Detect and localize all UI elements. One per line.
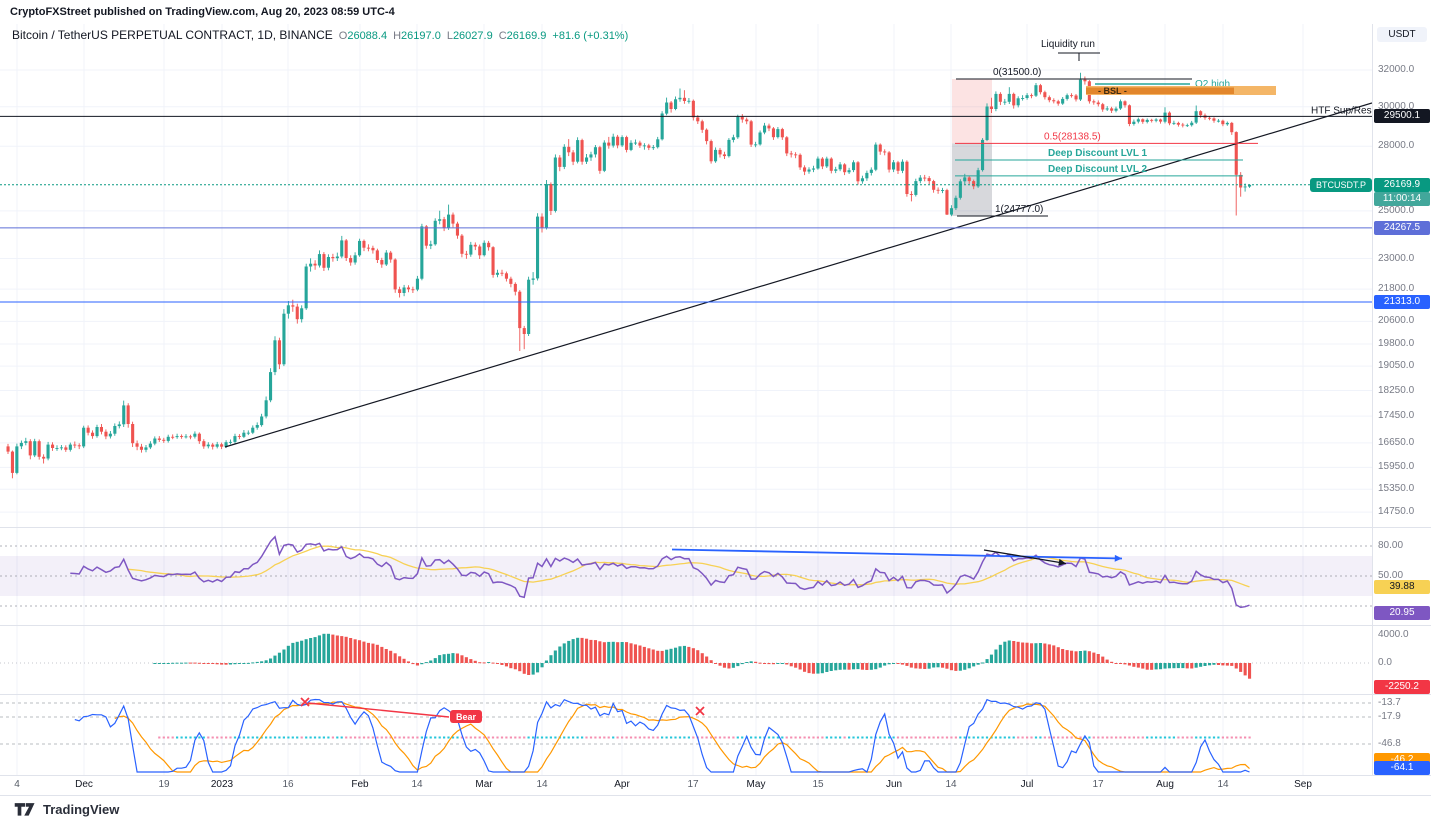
svg-text:Deep Discount LVL 1: Deep Discount LVL 1 [1048,148,1148,159]
axis-label: -13.7 [1378,697,1401,708]
axis-label: 15950.0 [1378,461,1415,473]
axis-price-tag: 11:00:14 [1374,191,1430,206]
time-axis-label: 14 [536,779,548,790]
price-axis[interactable]: USDT 32000.0 30000.0 28000.0 25000.0 23000.0 2… [1372,24,1431,775]
candlestick-series [6,72,1252,479]
axis-label: 50.00 [1378,570,1404,581]
time-axis-label: 14 [411,779,423,790]
change-value: +81.6 (+0.31%) [552,30,629,42]
axis-price-tag: 39.88 [1374,579,1430,594]
axis-label: 18250.0 [1378,384,1415,396]
axis-label: 14750.0 [1378,506,1415,518]
svg-text:Deep Discount LVL 2: Deep Discount LVL 2 [1048,164,1148,175]
attribution-bar: CryptoFXStreet published on TradingView.… [0,0,1431,24]
svg-text:Bear: Bear [456,712,477,722]
axis-label: 0.0 [1378,657,1392,668]
oscillator-panel: Bear [0,697,1372,773]
symbol-legend: Bitcoin / TetherUS PERPETUAL CONTRACT, 1… [12,28,628,42]
axis-price-tag: 29500.1 [1374,109,1430,124]
ohlc-values: O26088.4 H26197.0 L26027.9 C26169.9 [333,28,547,42]
panel-separator[interactable] [0,527,1431,528]
time-axis-label: Aug [1156,779,1174,790]
level-lines [0,78,1372,448]
ohlc-value: 26027.9 [452,30,493,42]
axis-label: 21800.0 [1378,283,1415,295]
annotations: 0(31500.0) 0.5(28138.5) 1(24777.0) Deep Dis… [993,39,1372,215]
svg-text:0.5(28138.5): 0.5(28138.5) [1044,131,1101,142]
tradingview-logo-text: TradingView [43,801,120,817]
panel-separator [0,795,1431,796]
svg-text:HTF Sup/Res: HTF Sup/Res [1311,105,1372,116]
axis-label: 16650.0 [1378,436,1415,448]
time-axis-label: 14 [945,779,957,790]
axis-price-tag: 21313.0 [1374,294,1430,309]
axis-label: 30000.0 [1378,100,1415,112]
time-axis-label: Jul [1020,779,1034,790]
rsi-panel [0,535,1372,609]
footer-bar: TradingView [0,796,1431,822]
axis-price-tag: -64.1 [1374,761,1430,775]
ohlc-label: O [338,30,348,42]
ohlc-label: C [498,30,507,42]
axis-label: 19800.0 [1378,338,1415,349]
time-axis-label: 4 [14,779,20,790]
time-axis-label: Dec [75,779,93,790]
symbol-title: Bitcoin / TetherUS PERPETUAL CONTRACT, 1… [12,28,333,42]
axis-label: 25000.0 [1378,204,1415,216]
time-axis[interactable]: 4 Dec 19 2023 16 Feb 14 Mar 14 Apr 17 May 15 Jun 14 Jul… [0,775,1372,795]
time-axis-label: 16 [282,779,294,790]
time-axis-label: 17 [1092,779,1104,790]
panel-separator[interactable] [0,694,1431,695]
highlight-zones [952,79,992,216]
ohlc-value: 26088.4 [347,30,388,42]
axis-price-tag: 20.95 [1374,606,1430,621]
axis-label: 20600.0 [1378,315,1415,327]
ao-histogram-panel [0,633,1372,679]
time-axis-label: Feb [351,779,369,790]
axis-label: 15350.0 [1378,483,1415,495]
time-axis-label: Apr [614,779,630,790]
ohlc-value: 26169.9 [506,30,547,42]
axis-label: -46.8 [1378,738,1401,749]
time-axis-label: 17 [687,779,699,790]
axis-label: 19050.0 [1378,360,1415,372]
axis-unit-badge[interactable]: USDT [1377,27,1427,42]
ohlc-label: L [446,30,453,42]
grid-lines [0,24,1372,775]
axis-price-tag: 24267.5 [1374,220,1430,235]
time-axis-label: Sep [1294,779,1312,790]
axis-label: 80.00 [1378,540,1404,551]
ohlc-label: H [393,30,402,42]
attribution-text: CryptoFXStreet published on TradingView.… [10,6,395,18]
time-axis-label: 2023 [210,779,234,790]
svg-text:0(31500.0): 0(31500.0) [993,67,1041,78]
axis-price-tag: -2250.2 [1374,680,1430,694]
axis-price-tag: 26169.9 [1374,177,1430,192]
chart-canvas[interactable]: 0(31500.0) 0.5(28138.5) 1(24777.0) Deep Dis… [0,0,1372,795]
axis-label: 17450.0 [1378,410,1415,422]
svg-text:1(24777.0): 1(24777.0) [995,204,1043,215]
axis-label: 4000.0 [1378,629,1409,640]
time-axis-label: 14 [1217,779,1229,790]
panel-separator [0,775,1431,776]
time-axis-label: Jun [885,779,903,790]
axis-label: 28000.0 [1378,140,1415,152]
time-axis-label: Mar [475,779,493,790]
tradingview-logo-icon [14,803,35,816]
panel-separator[interactable] [0,625,1431,626]
ohlc-value: 26197.0 [401,30,441,42]
axis-label: -17.9 [1378,711,1401,722]
svg-text:Q2 high: Q2 high [1195,79,1230,90]
symbol-price-pill: BTCUSDT.P [1310,177,1373,192]
svg-text:Liquidity run: Liquidity run [1041,39,1095,50]
svg-text:- BSL -: - BSL - [1098,86,1127,96]
axis-label: 23000.0 [1378,252,1415,264]
time-axis-label: May [746,779,766,790]
time-axis-label: 19 [158,779,170,790]
axis-label: 32000.0 [1378,64,1415,75]
time-axis-label: 15 [812,779,824,790]
